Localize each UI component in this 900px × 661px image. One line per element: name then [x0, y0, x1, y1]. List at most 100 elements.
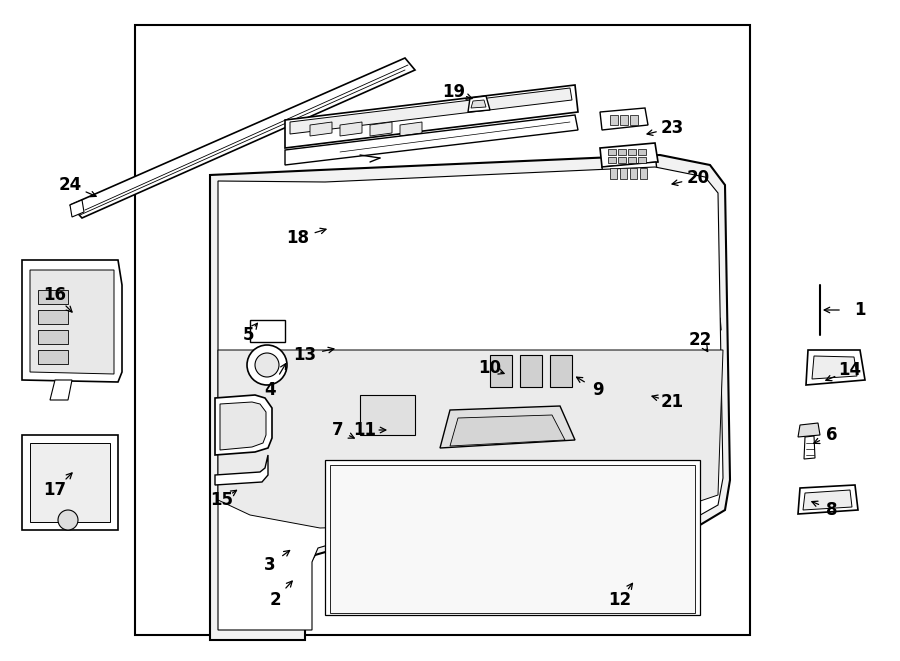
Polygon shape	[30, 270, 114, 374]
Polygon shape	[218, 350, 723, 528]
Text: 20: 20	[687, 169, 709, 187]
Polygon shape	[803, 490, 852, 510]
Text: 4: 4	[265, 381, 275, 399]
Bar	[640, 168, 647, 179]
Text: 19: 19	[443, 83, 465, 101]
Bar	[520, 355, 542, 387]
Bar	[250, 320, 285, 342]
Text: 10: 10	[479, 359, 501, 377]
Polygon shape	[471, 100, 486, 108]
Text: 5: 5	[242, 326, 254, 344]
Polygon shape	[220, 402, 266, 450]
Polygon shape	[400, 122, 422, 136]
Polygon shape	[70, 200, 84, 217]
Polygon shape	[285, 115, 578, 165]
Text: 11: 11	[354, 421, 376, 439]
Bar	[618, 149, 626, 155]
Polygon shape	[370, 122, 392, 136]
Polygon shape	[358, 430, 380, 442]
Polygon shape	[385, 417, 400, 429]
Polygon shape	[30, 443, 110, 522]
Polygon shape	[215, 395, 272, 455]
Text: 21: 21	[661, 393, 684, 411]
Bar	[608, 149, 616, 155]
Text: 15: 15	[211, 491, 233, 509]
Bar	[610, 168, 617, 179]
Polygon shape	[210, 155, 730, 640]
Bar	[608, 157, 616, 163]
Polygon shape	[468, 96, 490, 112]
Bar	[630, 115, 638, 125]
Text: 7: 7	[332, 421, 344, 439]
Polygon shape	[50, 380, 72, 400]
Text: 2: 2	[269, 591, 281, 609]
Circle shape	[58, 510, 78, 530]
Bar	[38, 350, 68, 364]
Bar	[38, 290, 68, 304]
Bar	[135, 25, 750, 635]
Polygon shape	[218, 167, 723, 630]
Bar	[490, 355, 512, 387]
Bar	[620, 115, 628, 125]
Circle shape	[280, 577, 290, 587]
Circle shape	[275, 572, 295, 592]
Polygon shape	[812, 356, 857, 379]
Polygon shape	[588, 570, 668, 586]
Polygon shape	[602, 162, 658, 185]
Circle shape	[247, 345, 287, 385]
Text: 23: 23	[661, 119, 684, 137]
Polygon shape	[545, 350, 593, 408]
Circle shape	[280, 533, 304, 557]
Bar	[38, 310, 68, 324]
Polygon shape	[268, 568, 302, 594]
Polygon shape	[550, 395, 590, 420]
Bar	[620, 168, 627, 179]
Text: 3: 3	[265, 556, 275, 574]
Bar	[38, 330, 68, 344]
Text: 16: 16	[43, 286, 67, 304]
Polygon shape	[340, 122, 362, 136]
Bar	[550, 355, 572, 387]
Bar	[628, 157, 636, 163]
Bar	[325, 460, 700, 615]
Bar	[630, 168, 637, 179]
Polygon shape	[215, 455, 268, 485]
Bar	[638, 149, 646, 155]
Polygon shape	[215, 305, 663, 318]
Polygon shape	[440, 406, 575, 448]
Polygon shape	[806, 350, 865, 385]
Text: 8: 8	[826, 501, 838, 519]
Text: 22: 22	[688, 331, 712, 349]
Circle shape	[652, 387, 662, 397]
Polygon shape	[804, 436, 815, 459]
Ellipse shape	[305, 245, 475, 284]
Polygon shape	[450, 415, 565, 446]
Text: 1: 1	[854, 301, 866, 319]
Polygon shape	[636, 385, 665, 402]
Bar	[638, 157, 646, 163]
Circle shape	[285, 538, 299, 552]
Polygon shape	[310, 122, 332, 136]
Polygon shape	[22, 260, 122, 382]
Text: 24: 24	[58, 176, 82, 194]
Polygon shape	[798, 423, 820, 437]
Polygon shape	[550, 355, 585, 402]
Polygon shape	[290, 88, 572, 134]
Polygon shape	[704, 318, 721, 332]
Bar	[610, 115, 618, 125]
Text: 13: 13	[293, 346, 317, 364]
Text: 14: 14	[839, 361, 861, 379]
Text: 9: 9	[592, 381, 604, 399]
Polygon shape	[600, 108, 648, 130]
Circle shape	[255, 353, 279, 377]
Bar	[628, 149, 636, 155]
Polygon shape	[285, 85, 578, 148]
Polygon shape	[500, 363, 521, 377]
Polygon shape	[70, 58, 415, 218]
Bar	[618, 157, 626, 163]
Bar	[360, 395, 415, 435]
Text: 12: 12	[608, 591, 632, 609]
Bar	[330, 465, 695, 613]
Polygon shape	[600, 143, 658, 167]
Text: 18: 18	[286, 229, 310, 247]
